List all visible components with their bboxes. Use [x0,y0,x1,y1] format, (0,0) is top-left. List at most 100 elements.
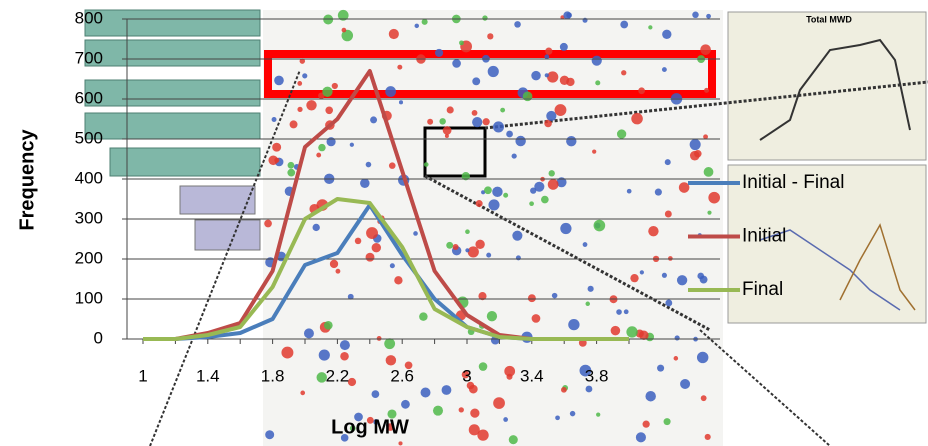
x-tick-label: 3.4 [520,366,544,385]
agent [479,362,488,371]
agent [708,192,720,204]
agent [514,21,521,28]
agent [366,227,378,239]
agent [475,240,484,249]
agent [488,199,499,210]
agent [523,91,533,101]
agent [319,349,330,360]
agent [690,139,701,150]
agent [665,211,672,218]
button [180,186,255,214]
agent [447,106,454,113]
agent [662,67,667,72]
agent [544,54,549,59]
plot-title: Total MWD [806,14,852,24]
agent [468,246,479,257]
agent [399,100,403,104]
agent [657,365,664,372]
agent [703,134,708,139]
agent [616,309,622,315]
agent [700,44,711,55]
agent [555,415,560,420]
agent [566,136,576,146]
agent [541,196,549,204]
agent [322,87,332,97]
agent [442,385,452,395]
legend-label: Final [742,279,783,300]
agent [300,391,305,396]
agent [706,14,711,19]
agent [506,131,513,138]
agent [704,88,709,93]
agent [662,30,671,39]
agent [617,129,626,138]
plot-panel [728,12,926,160]
agent [274,158,279,163]
agent [265,430,274,439]
agent [297,81,302,86]
agent [318,144,325,151]
agent [516,255,521,260]
slider [85,80,260,106]
agent [595,80,600,85]
agent [586,386,593,393]
agent [664,418,671,425]
agent [472,110,478,116]
agent [596,412,600,416]
y-tick-label: 400 [75,168,103,187]
agent [680,379,690,389]
agent [487,311,497,321]
agent [390,263,395,268]
agent [560,76,569,85]
agent [401,400,410,409]
x-tick-label: 1 [138,366,147,385]
agent [484,186,492,194]
y-tick-label: 0 [94,328,103,347]
x-tick-label: 3 [462,366,471,385]
agent [472,117,482,127]
agent [272,117,277,122]
agent [302,73,307,78]
agent [546,111,556,121]
agent [427,119,433,125]
y-tick-label: 500 [75,128,103,147]
agent [545,73,549,77]
agent [631,113,643,125]
agent [372,243,381,252]
agent [342,28,347,33]
agent [668,256,673,261]
y-tick-label: 600 [75,88,103,107]
agent [630,274,638,282]
agent [643,421,650,428]
agent [472,77,480,85]
agent [626,326,637,337]
agent [675,335,680,340]
x-tick-label: 2.2 [326,366,350,385]
agent [545,48,552,55]
slider [85,10,260,36]
agent [366,253,375,262]
agent [287,169,295,177]
agent [531,71,540,80]
agent [679,182,690,193]
agent [500,108,505,113]
agent [313,224,320,231]
agent [506,374,512,380]
agent [476,200,483,207]
agent [627,189,632,194]
agent [547,71,558,82]
agent [336,269,341,274]
legend-label: Initial - Final [742,172,844,193]
agent [439,118,445,124]
agent [290,120,298,128]
agent [704,167,714,177]
agent [515,136,525,146]
agent [465,248,469,252]
agent [549,170,555,176]
button [195,220,260,250]
agent [636,432,646,442]
agent [552,293,558,299]
y-tick-label: 800 [75,8,103,27]
agent [332,83,338,89]
agent [297,107,302,112]
